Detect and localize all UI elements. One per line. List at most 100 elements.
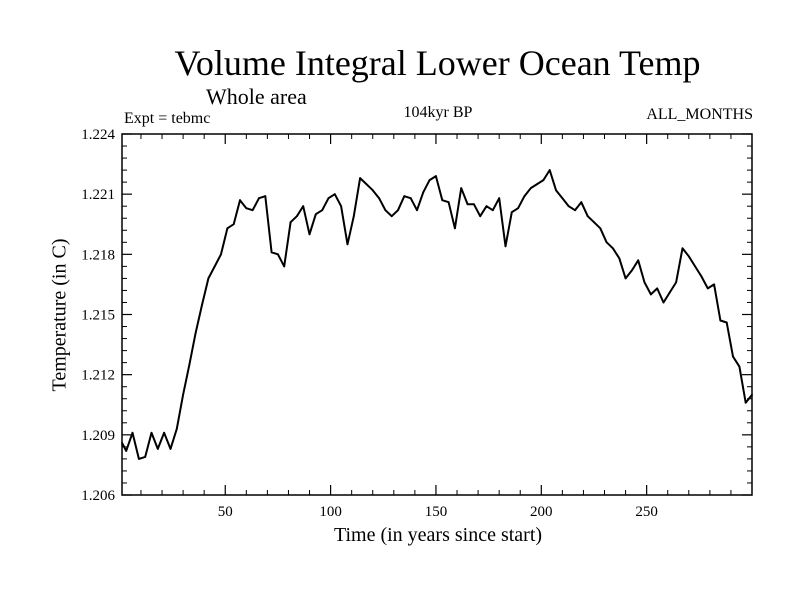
data-point: [732, 355, 734, 358]
data-point: [643, 281, 646, 284]
data-point: [251, 209, 254, 212]
x-tick-label: 100: [319, 504, 342, 520]
axis-tick-labels: 50 100 150 200 250 1.206 1.209 1.212 1.215 1.218 1…: [81, 127, 658, 520]
data-point: [574, 209, 576, 212]
data-point: [384, 209, 387, 212]
data-point: [567, 205, 570, 208]
data-point: [586, 215, 589, 218]
data-point: [220, 253, 222, 256]
axis-ticks: [122, 133, 752, 496]
data-point: [441, 199, 444, 202]
data-point: [491, 209, 494, 212]
data-point: [706, 287, 709, 290]
data-point: [277, 253, 279, 256]
plot-frame: [121, 133, 753, 496]
data-point: [327, 197, 330, 200]
data-point: [270, 251, 273, 254]
data-point: [687, 255, 690, 258]
data-point: [295, 215, 298, 218]
data-point: [302, 205, 305, 208]
data-point: [371, 189, 374, 192]
data-point: [624, 277, 627, 280]
data-point: [321, 209, 324, 212]
y-tick-label: 1.209: [81, 428, 115, 444]
data-point: [694, 265, 697, 268]
data-point: [213, 265, 216, 268]
series-group: [121, 169, 753, 460]
chart-title: Volume Integral Lower Ocean Temp: [174, 43, 701, 83]
data-point: [169, 447, 172, 450]
data-point: [504, 245, 507, 248]
data-point: [175, 427, 178, 430]
data-point: [258, 197, 260, 200]
y-tick-label: 1.206: [81, 488, 115, 504]
data-point: [333, 193, 336, 196]
data-point: [150, 431, 153, 434]
data-point: [340, 205, 343, 208]
season-label: ALL_MONTHS: [646, 106, 753, 123]
experiment-label: Expt = tebmc: [124, 110, 211, 127]
data-point: [517, 207, 520, 210]
data-point: [352, 215, 355, 218]
data-point: [454, 227, 456, 230]
data-point: [675, 281, 678, 284]
x-tick-label: 200: [530, 504, 553, 520]
data-point: [283, 265, 286, 268]
data-point: [561, 197, 564, 200]
data-point: [403, 195, 406, 198]
data-point: [485, 205, 488, 208]
data-point: [662, 301, 665, 304]
y-tick-label: 1.218: [81, 247, 115, 263]
data-point: [637, 259, 640, 262]
data-point: [605, 241, 608, 244]
y-tick-label: 1.215: [81, 308, 115, 324]
data-point: [447, 201, 450, 204]
data-point: [207, 277, 210, 280]
x-tick-label: 150: [425, 504, 448, 520]
y-tick-label: 1.224: [81, 127, 115, 143]
data-point: [435, 175, 437, 178]
data-point: [163, 431, 166, 434]
data-point: [649, 293, 652, 296]
data-point: [472, 203, 475, 206]
data-point: [460, 187, 463, 190]
data-point: [289, 221, 292, 224]
data-point: [137, 458, 140, 460]
data-point: [182, 393, 185, 396]
data-point: [542, 179, 545, 182]
data-point: [523, 195, 526, 198]
data-point: [308, 233, 311, 236]
data-point: [681, 247, 684, 250]
data-point: [510, 211, 513, 214]
data-point: [725, 321, 728, 324]
data-point: [428, 179, 431, 182]
period-label: 104kyr BP: [403, 104, 473, 121]
data-point: [700, 275, 703, 278]
data-point: [194, 331, 197, 334]
data-point: [314, 213, 317, 216]
data-point: [713, 283, 715, 286]
data-point: [239, 199, 241, 202]
x-axis-label: Time (in years since start): [333, 524, 543, 546]
data-point: [580, 201, 583, 204]
data-point: [656, 287, 659, 290]
data-point: [668, 291, 671, 294]
series-line: [121, 169, 753, 460]
data-point: [125, 449, 128, 452]
data-point: [593, 221, 595, 224]
data-point: [479, 215, 482, 218]
data-point: [397, 209, 399, 212]
data-point: [630, 269, 633, 272]
data-point: [599, 227, 602, 230]
x-tick-label: 50: [218, 504, 233, 520]
data-point: [365, 183, 368, 186]
data-point: [245, 207, 248, 210]
data-point: [529, 187, 532, 190]
data-point: [618, 257, 621, 260]
data-point: [232, 223, 235, 226]
data-point: [738, 365, 741, 368]
data-point: [416, 209, 418, 212]
data-point: [466, 203, 469, 206]
y-tick-label: 1.221: [81, 187, 115, 203]
